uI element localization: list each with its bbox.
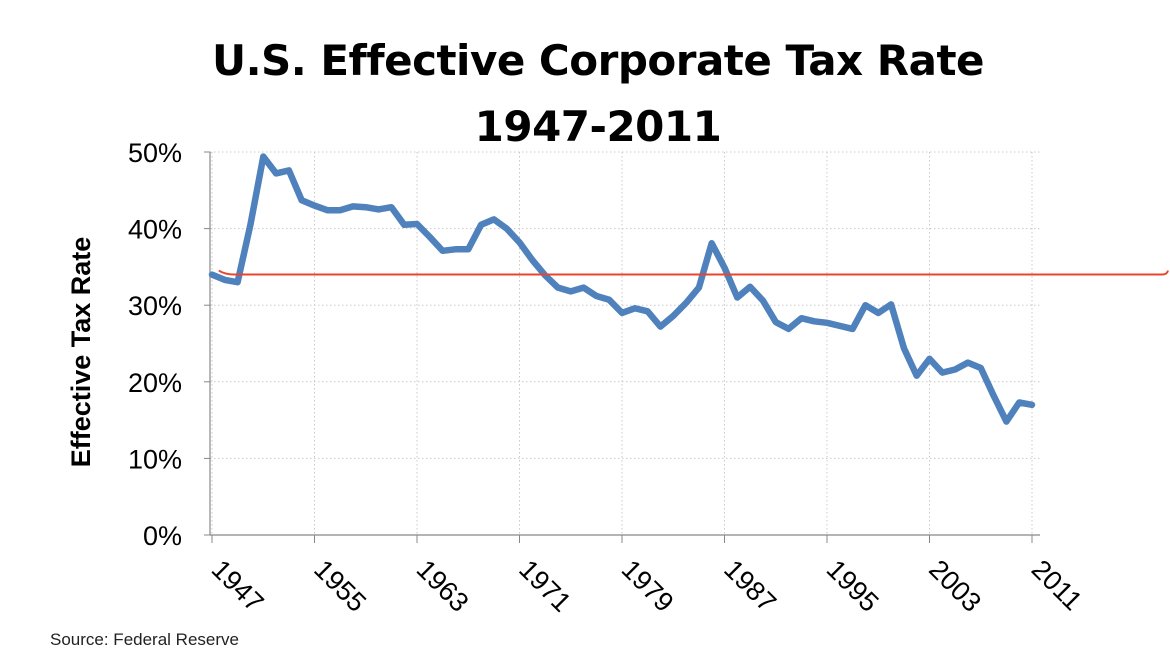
chart-subtitle: 1947-2011 <box>474 102 722 151</box>
x-tick-label: 1995 <box>821 554 885 618</box>
y-axis-label: Effective Tax Rate <box>66 237 96 468</box>
x-tick-label: 1963 <box>411 554 475 618</box>
y-tick-labels: 0% 10% 20% 30% 40% 50% <box>128 138 182 551</box>
x-tick-label: 2011 <box>1026 554 1088 616</box>
series <box>208 153 1169 425</box>
source-note: Source: Federal Reserve <box>50 630 239 649</box>
series-line-tax-rate <box>208 153 1036 425</box>
axes <box>204 151 1040 543</box>
series-line-average <box>218 269 1169 276</box>
x-tick-label: 1947 <box>206 554 270 618</box>
y-tick-label: 10% <box>128 444 182 474</box>
x-tick-label: 1979 <box>616 554 680 618</box>
y-tick-label: 50% <box>128 138 182 168</box>
x-tick-label: 1955 <box>308 554 372 618</box>
y-tick-label: 0% <box>143 521 182 551</box>
x-tick-label: 1987 <box>718 554 782 618</box>
x-tick-label: 1971 <box>513 554 577 618</box>
x-tick-label: 2003 <box>923 554 987 618</box>
y-tick-label: 20% <box>128 368 182 398</box>
x-tick-labels: 1947 1955 1963 1971 1979 1987 1995 2003 2011 <box>206 554 1088 618</box>
y-tick-label: 40% <box>128 215 182 245</box>
chart-title: U.S. Effective Corporate Tax Rate <box>211 36 985 85</box>
y-tick-label: 30% <box>128 291 182 321</box>
